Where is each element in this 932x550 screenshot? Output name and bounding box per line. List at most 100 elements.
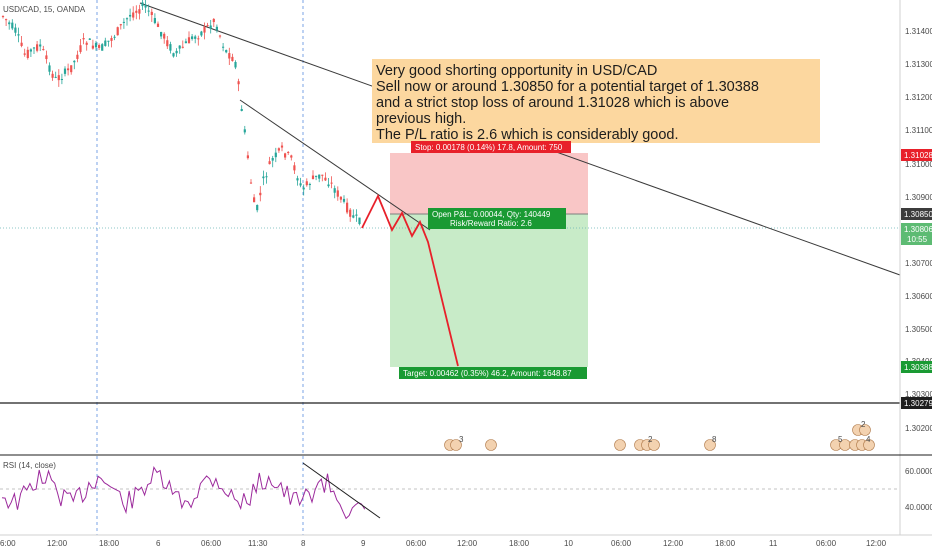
candle xyxy=(305,181,308,186)
candle xyxy=(169,44,172,51)
candle xyxy=(206,25,209,27)
badge-support xyxy=(901,397,932,409)
price-tick: 1.30700 xyxy=(905,259,932,268)
time-tick: 9 xyxy=(361,539,366,548)
candle xyxy=(178,45,181,49)
time-tick: 11:30 xyxy=(248,539,268,548)
price-tick: 1.31200 xyxy=(905,93,932,102)
candle xyxy=(36,44,39,51)
badge-last-text: 1.30806 xyxy=(904,225,932,234)
candle xyxy=(187,37,191,44)
price-tick: 1.30200 xyxy=(905,424,932,433)
candle xyxy=(358,217,361,225)
badge-entry-text: 1.30850 xyxy=(904,210,932,219)
candle xyxy=(54,76,57,78)
candle xyxy=(129,14,132,17)
svg-text:2: 2 xyxy=(648,435,653,444)
candle xyxy=(98,45,101,48)
candle xyxy=(249,182,253,184)
candle xyxy=(256,204,259,211)
stop-label: Stop: 0.00178 (0.14%) 17.8, Amount: 750 xyxy=(415,143,563,152)
candle xyxy=(94,42,98,48)
price-axis-labels: 1.31400 1.31300 1.31200 1.31100 1.31000 … xyxy=(905,27,932,433)
event-marker[interactable]: 2 xyxy=(634,435,660,451)
candle xyxy=(144,4,147,8)
price-tick: 1.31000 xyxy=(905,160,932,169)
candle xyxy=(48,65,51,72)
candle xyxy=(51,73,54,78)
price-tick: 1.30500 xyxy=(905,325,932,334)
time-tick: 11 xyxy=(769,539,778,548)
time-tick: 18:00 xyxy=(99,539,120,548)
candle xyxy=(302,187,305,190)
candle xyxy=(339,196,342,200)
event-marker[interactable]: 3 xyxy=(444,435,465,451)
target-zone xyxy=(390,214,588,367)
price-tick: 1.30300 xyxy=(905,390,932,399)
candle xyxy=(88,38,91,40)
badge-support-text: 1.30279 xyxy=(904,399,932,408)
candle xyxy=(197,38,200,40)
candle xyxy=(215,26,218,31)
candle xyxy=(311,175,315,180)
candle xyxy=(156,23,160,27)
event-marker[interactable] xyxy=(485,439,497,451)
trend-line-short xyxy=(239,99,431,231)
price-tick: 1.30600 xyxy=(905,292,932,301)
candle xyxy=(200,31,203,36)
candle xyxy=(32,47,36,49)
candle xyxy=(318,174,321,179)
event-marker[interactable] xyxy=(614,439,626,451)
candle xyxy=(277,148,280,151)
time-tick: 12:00 xyxy=(866,539,887,548)
candle xyxy=(231,56,234,62)
candle xyxy=(336,190,339,197)
candle xyxy=(5,19,8,21)
badge-stop-text: 1.31028 xyxy=(904,151,932,160)
rsi-tick: 40.0000 xyxy=(905,503,932,512)
candle xyxy=(70,65,73,73)
candle xyxy=(147,10,150,12)
svg-text:5: 5 xyxy=(838,435,843,444)
candle xyxy=(76,54,79,59)
price-tick: 1.31300 xyxy=(905,60,932,69)
annotation-line-2: Sell now or around 1.30850 for a potenti… xyxy=(376,79,759,95)
candle xyxy=(101,44,104,51)
candle xyxy=(8,22,11,25)
candle xyxy=(166,40,169,47)
candle xyxy=(225,50,228,53)
candle xyxy=(113,36,116,38)
candle xyxy=(321,174,324,176)
candle xyxy=(26,49,29,58)
candle xyxy=(253,197,256,203)
time-axis[interactable]: 6:00 12:00 18:00 6 06:00 11:30 8 9 06:00… xyxy=(0,539,887,548)
candle xyxy=(119,24,122,26)
candle xyxy=(327,184,330,187)
candle xyxy=(324,177,327,181)
annotation-line-4: previous high. xyxy=(376,111,466,127)
symbol-label: USD/CAD, 15, OANDA xyxy=(3,5,86,14)
badge-target xyxy=(901,361,932,373)
candle xyxy=(315,175,318,177)
candle xyxy=(287,152,290,154)
badge-target-text: 1.30388 xyxy=(904,363,932,372)
candle xyxy=(299,183,302,186)
candle xyxy=(349,209,352,217)
candle xyxy=(284,153,287,158)
candle xyxy=(163,33,166,39)
candle xyxy=(352,215,355,218)
open-label-box xyxy=(428,208,566,229)
candle xyxy=(293,165,296,171)
price-tick: 1.30900 xyxy=(905,193,932,202)
candle xyxy=(11,22,14,29)
event-marker[interactable]: 8 xyxy=(704,435,718,451)
candle xyxy=(308,184,311,186)
candle xyxy=(262,176,265,179)
candle xyxy=(20,42,23,46)
candle xyxy=(91,45,94,49)
candle xyxy=(63,68,67,74)
candle xyxy=(271,158,274,161)
event-marker[interactable]: 2 xyxy=(852,420,871,436)
